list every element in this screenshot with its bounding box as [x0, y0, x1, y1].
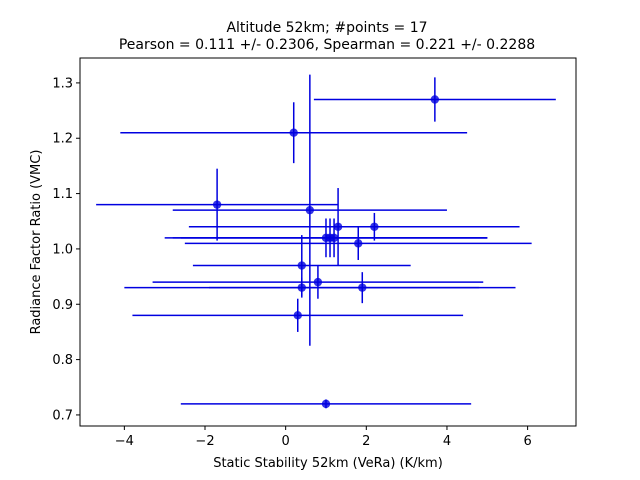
y-tick-label: 1.1 — [52, 187, 73, 202]
point-marker — [293, 311, 302, 320]
data-point-6 — [229, 212, 520, 241]
x-axis: −4 −2 0 2 4 6 — [115, 426, 532, 449]
point-marker — [354, 239, 363, 248]
y-axis: 0.7 0.8 0.9 1.0 1.1 1.2 1.3 — [52, 76, 80, 423]
point-marker — [297, 261, 306, 270]
x-tick-label: 2 — [362, 434, 370, 449]
y-tick-label: 0.9 — [52, 298, 73, 313]
y-tick-label: 1.2 — [52, 132, 73, 147]
chart-title-line-1: Altitude 52km; #points = 17 — [226, 20, 427, 36]
point-marker — [430, 95, 440, 104]
data-point-2 — [120, 102, 468, 164]
x-tick-label: −2 — [195, 434, 214, 449]
y-tick-label: 1.3 — [52, 76, 73, 91]
data-point-14 — [209, 272, 516, 304]
x-axis-label: Static Stability 52km (VeRa) (K/km) — [213, 456, 443, 471]
point-marker — [358, 283, 367, 292]
x-tick-label: 4 — [443, 434, 451, 449]
point-marker — [305, 205, 315, 215]
data-point-16 — [180, 399, 472, 409]
data-point-15 — [132, 298, 464, 332]
point-marker — [321, 399, 331, 409]
plot-area — [96, 74, 556, 409]
y-axis-label: Radiance Factor Ratio (VMC) — [29, 150, 44, 335]
y-tick-label: 1.0 — [52, 242, 73, 257]
plot-frame — [79, 57, 577, 427]
y-tick-label: 0.7 — [52, 408, 73, 423]
chart-title-line-2: Pearson = 0.111 +/- 0.2306, Spearman = 0… — [119, 37, 535, 53]
point-marker — [313, 277, 323, 287]
data-point-1 — [313, 77, 556, 122]
data-point-12 — [152, 265, 484, 299]
point-marker — [289, 128, 298, 137]
data-point-4 — [172, 74, 447, 346]
x-tick-label: −4 — [115, 434, 134, 449]
point-marker — [212, 200, 222, 209]
data-point-9 — [180, 218, 488, 258]
x-tick-label: 6 — [523, 434, 531, 449]
point-marker — [329, 233, 339, 243]
data-point-10 — [184, 226, 532, 260]
y-tick-label: 0.8 — [52, 353, 73, 368]
x-tick-label: 0 — [282, 434, 290, 449]
point-marker — [370, 222, 379, 231]
data-point-3 — [96, 168, 339, 241]
